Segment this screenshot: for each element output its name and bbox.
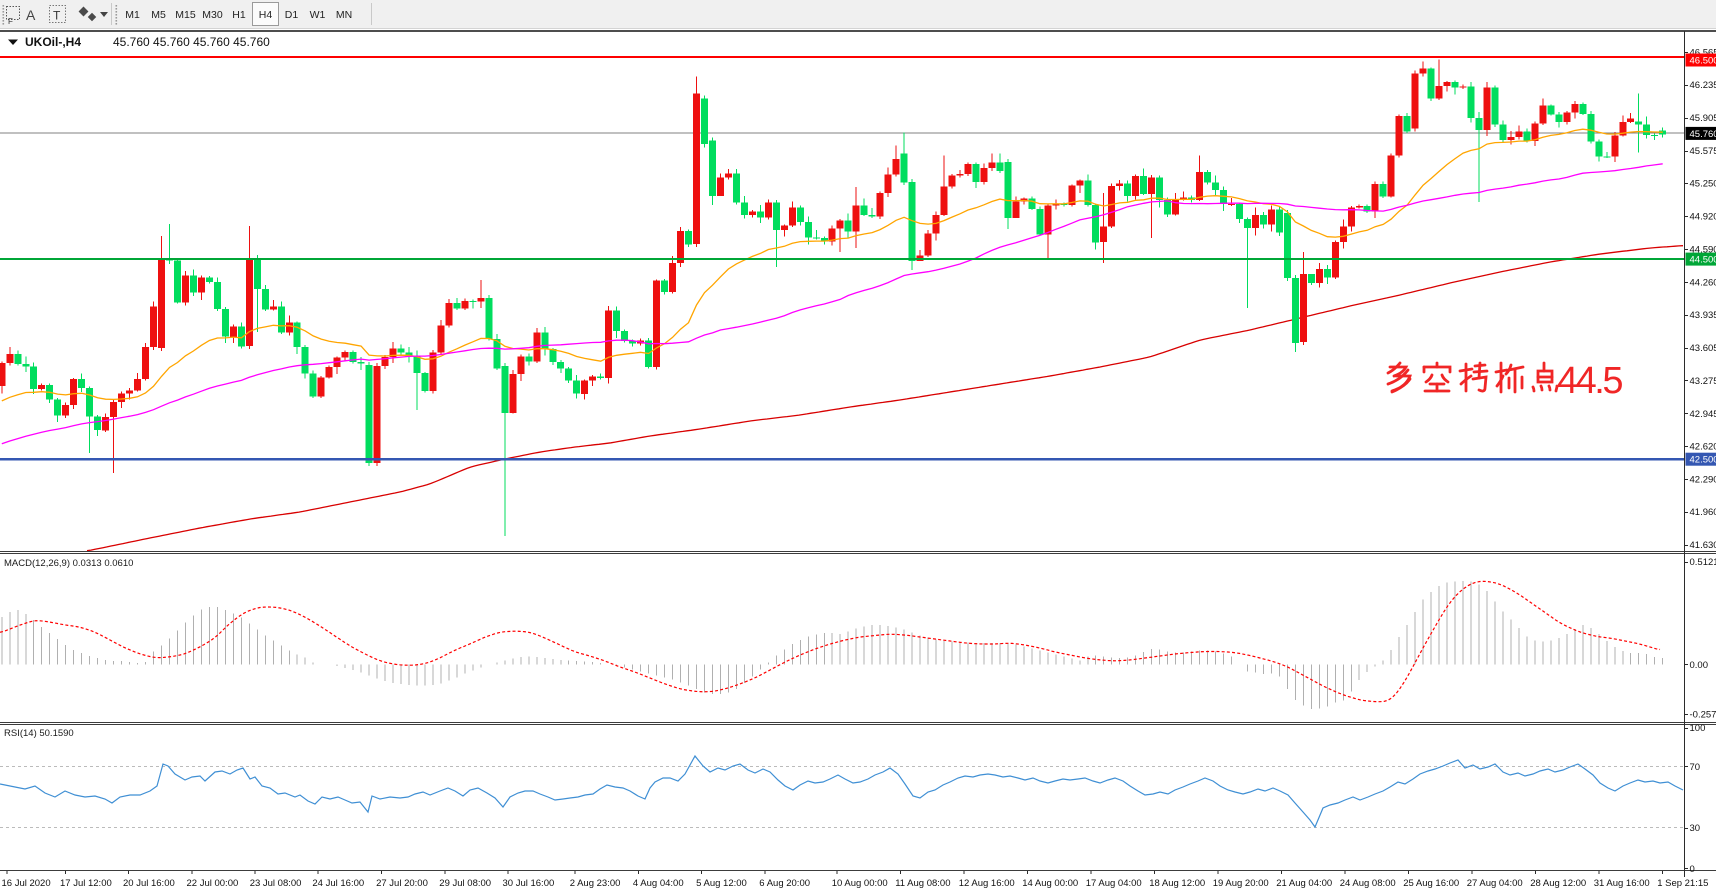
svg-text:42.290: 42.290 — [1690, 474, 1716, 485]
svg-text:6 Aug 20:00: 6 Aug 20:00 — [759, 878, 810, 889]
svg-text:16 Jul 2020: 16 Jul 2020 — [2, 878, 51, 889]
svg-text:H4: H4 — [259, 9, 273, 21]
svg-text:45.250: 45.250 — [1690, 179, 1716, 190]
svg-text:43.605: 43.605 — [1690, 343, 1716, 354]
svg-text:27 Aug 04:00: 27 Aug 04:00 — [1467, 878, 1523, 889]
svg-text:2 Aug 23:00: 2 Aug 23:00 — [570, 878, 621, 889]
svg-text:44.500: 44.500 — [1690, 255, 1716, 266]
svg-text:M15: M15 — [175, 9, 196, 21]
svg-text:45.575: 45.575 — [1690, 146, 1716, 157]
svg-text:UKOil-,H4: UKOil-,H4 — [25, 35, 81, 49]
svg-text:29 Jul 08:00: 29 Jul 08:00 — [439, 878, 491, 889]
svg-text:42.945: 42.945 — [1690, 409, 1716, 420]
svg-text:45.760 45.760 45.760 45.760: 45.760 45.760 45.760 45.760 — [113, 35, 270, 49]
svg-text:25 Aug 16:00: 25 Aug 16:00 — [1403, 878, 1459, 889]
svg-text:44.5: 44.5 — [1557, 360, 1622, 402]
svg-text:22 Jul 00:00: 22 Jul 00:00 — [187, 878, 239, 889]
svg-text:0.5121: 0.5121 — [1690, 557, 1716, 568]
svg-text:D1: D1 — [285, 9, 299, 21]
svg-text:T: T — [53, 9, 61, 23]
svg-text:12 Aug 16:00: 12 Aug 16:00 — [959, 878, 1015, 889]
svg-text:5 Aug 12:00: 5 Aug 12:00 — [696, 878, 747, 889]
svg-text:19 Aug 20:00: 19 Aug 20:00 — [1213, 878, 1269, 889]
svg-text:30: 30 — [1690, 823, 1701, 834]
svg-text:30 Jul 16:00: 30 Jul 16:00 — [503, 878, 555, 889]
svg-text:-0.2578: -0.2578 — [1690, 709, 1716, 720]
svg-text:1 Sep 21:15: 1 Sep 21:15 — [1657, 878, 1708, 889]
svg-text:11 Aug 08:00: 11 Aug 08:00 — [895, 878, 950, 889]
svg-text:70: 70 — [1690, 762, 1701, 773]
svg-text:42.620: 42.620 — [1690, 441, 1716, 452]
svg-text:21 Aug 04:00: 21 Aug 04:00 — [1276, 878, 1332, 889]
svg-text:M30: M30 — [202, 9, 223, 21]
svg-text:H1: H1 — [232, 9, 246, 21]
svg-text:M5: M5 — [151, 9, 166, 21]
svg-text:W1: W1 — [310, 9, 326, 21]
svg-text:M1: M1 — [125, 9, 140, 21]
svg-text:44.590: 44.590 — [1690, 245, 1716, 256]
svg-text:100: 100 — [1690, 723, 1706, 734]
svg-text:46.500: 46.500 — [1690, 55, 1716, 66]
svg-text:43.275: 43.275 — [1690, 376, 1716, 387]
svg-text:RSI(14) 50.1590: RSI(14) 50.1590 — [4, 728, 74, 739]
svg-text:10 Aug 00:00: 10 Aug 00:00 — [832, 878, 888, 889]
svg-text:17 Jul 12:00: 17 Jul 12:00 — [60, 878, 112, 889]
svg-text:0: 0 — [1690, 864, 1695, 875]
svg-text:44.260: 44.260 — [1690, 278, 1716, 289]
svg-text:MN: MN — [336, 9, 352, 21]
svg-text:46.235: 46.235 — [1690, 80, 1716, 91]
svg-text:41.960: 41.960 — [1690, 507, 1716, 518]
svg-text:42.500: 42.500 — [1690, 455, 1716, 466]
svg-text:0.00: 0.00 — [1690, 660, 1709, 671]
svg-text:46.565: 46.565 — [1690, 47, 1716, 58]
svg-text:41.630: 41.630 — [1690, 540, 1716, 551]
svg-text:23 Jul 08:00: 23 Jul 08:00 — [250, 878, 302, 889]
svg-text:44.920: 44.920 — [1690, 212, 1716, 223]
svg-text:43.935: 43.935 — [1690, 310, 1716, 321]
svg-text:F: F — [8, 17, 13, 26]
svg-text:31 Aug 16:00: 31 Aug 16:00 — [1594, 878, 1650, 889]
svg-text:45.905: 45.905 — [1690, 113, 1716, 124]
svg-text:14 Aug 00:00: 14 Aug 00:00 — [1022, 878, 1078, 889]
svg-text:28 Aug 12:00: 28 Aug 12:00 — [1530, 878, 1586, 889]
svg-text:MACD(12,26,9) 0.0313 0.0610: MACD(12,26,9) 0.0313 0.0610 — [4, 558, 133, 569]
svg-text:20 Jul 16:00: 20 Jul 16:00 — [123, 878, 175, 889]
svg-text:27 Jul 20:00: 27 Jul 20:00 — [376, 878, 428, 889]
svg-text:24 Jul 16:00: 24 Jul 16:00 — [312, 878, 364, 889]
svg-text:45.760: 45.760 — [1690, 129, 1716, 140]
svg-text:4 Aug 04:00: 4 Aug 04:00 — [633, 878, 684, 889]
svg-text:A: A — [26, 7, 36, 23]
svg-text:17 Aug 04:00: 17 Aug 04:00 — [1086, 878, 1142, 889]
svg-text:24 Aug 08:00: 24 Aug 08:00 — [1340, 878, 1396, 889]
svg-text:18 Aug 12:00: 18 Aug 12:00 — [1149, 878, 1205, 889]
